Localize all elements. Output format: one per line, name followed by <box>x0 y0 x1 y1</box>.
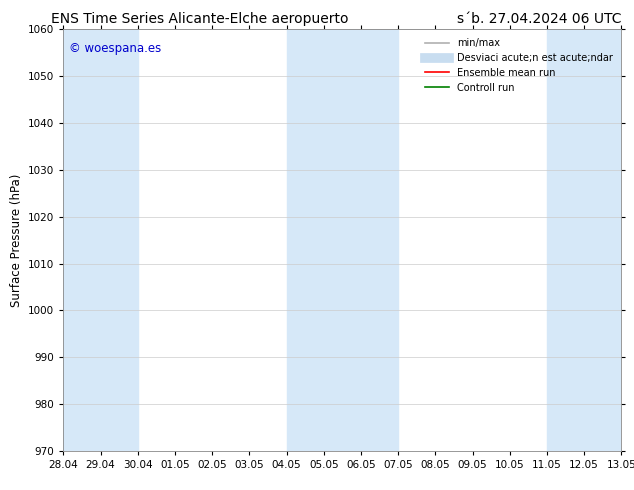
Y-axis label: Surface Pressure (hPa): Surface Pressure (hPa) <box>10 173 23 307</box>
Bar <box>547 29 584 451</box>
Text: ENS Time Series Alicante-Elche aeropuerto: ENS Time Series Alicante-Elche aeropuert… <box>51 12 348 26</box>
Legend: min/max, Desviaci acute;n est acute;ndar, Ensemble mean run, Controll run: min/max, Desviaci acute;n est acute;ndar… <box>421 34 616 97</box>
Bar <box>63 29 101 451</box>
Text: s´b. 27.04.2024 06 UTC: s´b. 27.04.2024 06 UTC <box>457 12 621 26</box>
Text: © woespana.es: © woespana.es <box>69 42 161 55</box>
Bar <box>101 29 138 451</box>
Bar <box>361 29 398 451</box>
Bar <box>324 29 361 451</box>
Bar <box>584 29 621 451</box>
Bar <box>287 29 324 451</box>
